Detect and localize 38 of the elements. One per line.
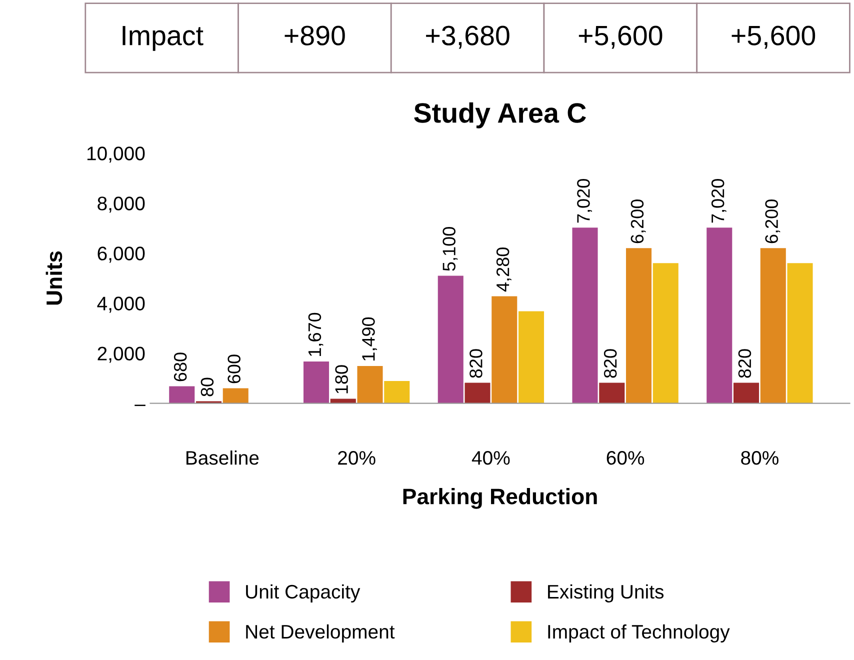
legend-label: Unit Capacity — [246, 584, 360, 602]
data-label: 80 — [200, 378, 214, 396]
x-tick-label: Baseline — [186, 450, 259, 465]
x-tick-label: 20% — [338, 450, 376, 465]
data-label: 1,670 — [308, 312, 324, 356]
legend-label: Impact of Technology — [548, 624, 730, 642]
data-label: 5,100 — [442, 227, 458, 271]
data-label: 820 — [738, 349, 752, 378]
data-label: 6,200 — [765, 200, 780, 244]
data-label: 680 — [174, 352, 187, 382]
data-label: +3,680 — [426, 26, 510, 49]
legend-label: Existing Units — [548, 584, 664, 602]
x-tick-label: 40% — [472, 450, 510, 465]
data-label: 6,200 — [630, 200, 646, 244]
data-label: 4,280 — [496, 248, 512, 292]
y-tick-label: – — [134, 404, 146, 406]
x-axis-title: Parking Reduction — [403, 488, 597, 509]
data-label: 180 — [335, 365, 348, 394]
data-label: 600 — [228, 354, 240, 384]
y-tick-label: 10,000 — [87, 146, 145, 163]
y-tick-label: 4,000 — [97, 296, 145, 313]
chart-title: Study Area C — [414, 102, 586, 128]
x-tick-label: 80% — [741, 450, 778, 465]
data-label: 820 — [604, 349, 617, 378]
data-label: 7,020 — [711, 179, 726, 223]
y-tick-label: 8,000 — [98, 196, 145, 213]
data-label: +890 — [284, 26, 345, 46]
data-label: +5,600 — [732, 26, 816, 49]
data-label: 820 — [470, 349, 482, 378]
data-label: 7,020 — [577, 179, 592, 223]
data-label: +5,600 — [578, 26, 662, 49]
y-axis-title: Units — [46, 251, 62, 305]
data-label: 1,490 — [362, 317, 377, 360]
text: Impact — [122, 26, 204, 51]
y-tick-label: 6,000 — [98, 246, 145, 263]
x-tick-label: 60% — [606, 450, 644, 465]
y-tick-label: 2,000 — [98, 346, 145, 363]
legend-label: Net Development — [246, 624, 395, 642]
